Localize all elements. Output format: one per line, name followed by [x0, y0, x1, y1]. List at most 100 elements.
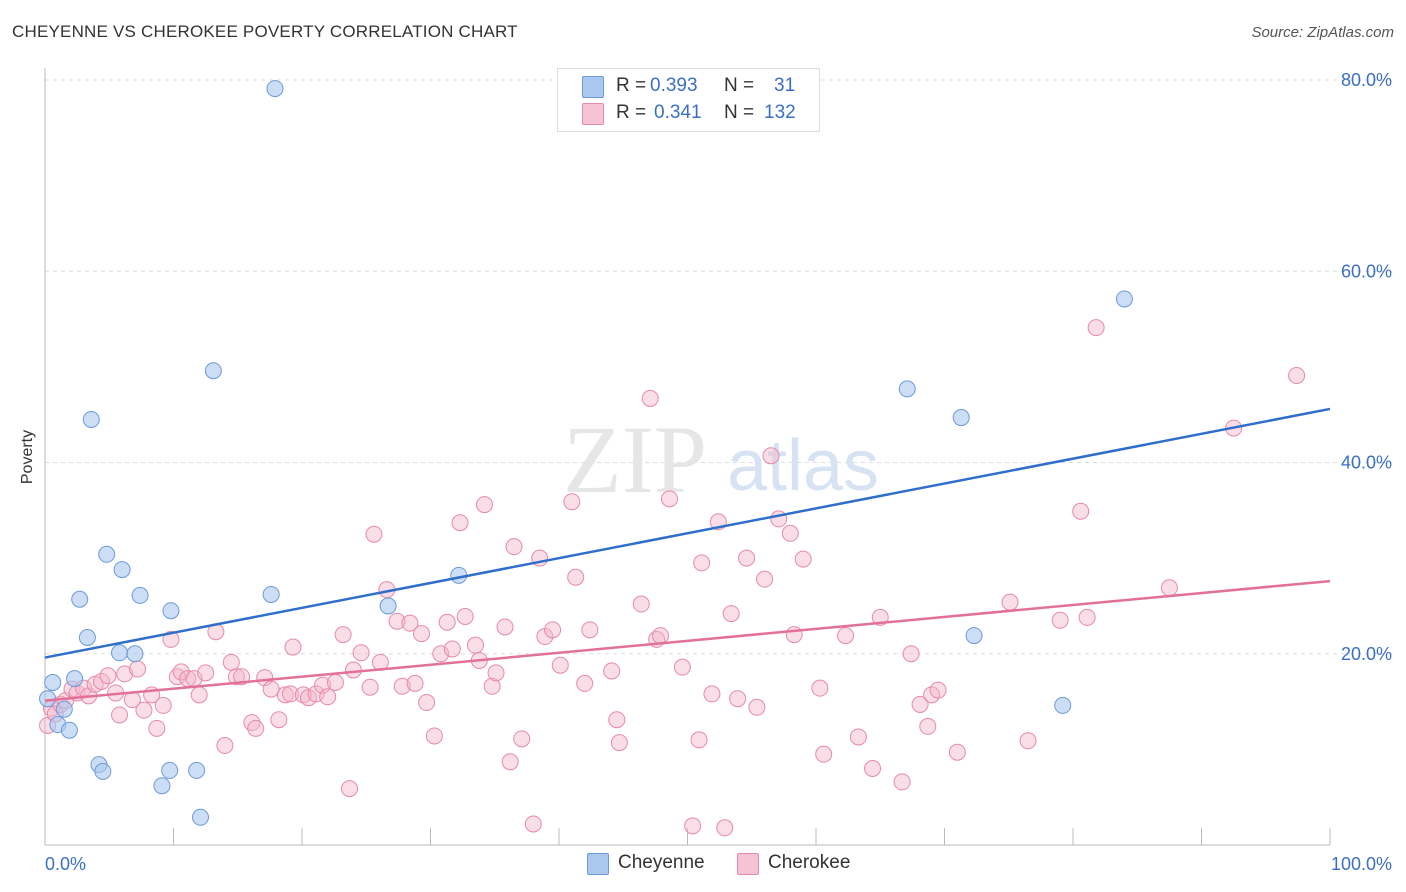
cherokee-point: [281, 685, 299, 703]
cherokee-point: [443, 640, 461, 658]
cherokee-point: [319, 688, 337, 706]
cheyenne-swatch: [587, 853, 609, 875]
cheyenne-point: [191, 808, 209, 826]
watermark-zip: ZIP: [563, 406, 707, 513]
cherokee-point: [341, 780, 359, 798]
cheyenne-point: [153, 777, 171, 795]
cherokee-point: [581, 621, 599, 639]
n-value: 132: [764, 102, 796, 123]
cheyenne-point: [262, 585, 280, 603]
cherokee-point: [722, 605, 740, 623]
y-tick-labels: 20.0% 40.0% 60.0% 80.0%: [1341, 70, 1392, 664]
cherokee-point: [406, 674, 424, 692]
y-tick-label: 80.0%: [1341, 70, 1392, 90]
cherokee-point: [1051, 611, 1069, 629]
cherokee-point: [129, 660, 147, 678]
cherokee-point: [544, 621, 562, 639]
cheyenne-swatch: [582, 76, 604, 98]
cherokee-point: [352, 644, 370, 662]
cheyenne-trendline: [44, 407, 1331, 659]
cheyenne-point: [952, 409, 970, 427]
cherokee-point: [551, 656, 569, 674]
n-value: 31: [774, 75, 796, 96]
cherokee-point: [334, 626, 352, 644]
legend-label: Cheyenne: [618, 852, 705, 873]
cherokee-point: [326, 673, 344, 691]
cherokee-point: [567, 568, 585, 586]
cherokee-point: [1160, 579, 1178, 597]
cherokee-point: [501, 753, 519, 771]
cherokee-point: [1087, 319, 1105, 337]
cherokee-point: [227, 668, 245, 686]
cherokee-point: [785, 626, 803, 644]
cherokee-point: [496, 618, 514, 636]
cherokee-point: [929, 681, 947, 699]
y-tick-label: 60.0%: [1341, 261, 1392, 281]
cherokee-point: [603, 662, 621, 680]
x-ticks: [44, 828, 1331, 845]
cheyenne-point: [266, 80, 284, 98]
cheyenne-point: [126, 645, 144, 663]
series-cherokee: [39, 319, 1306, 837]
cherokee-point: [919, 717, 937, 735]
cherokee-point: [284, 638, 302, 656]
legend-label: Cherokee: [768, 852, 851, 873]
cherokee-point: [162, 630, 180, 648]
source-note: Source: ZipAtlas.com: [1251, 24, 1394, 41]
cherokee-point: [222, 653, 240, 671]
cherokee-point: [911, 695, 929, 713]
cherokee-point: [93, 672, 111, 690]
cherokee-point: [216, 737, 234, 755]
cherokee-point: [388, 612, 406, 630]
cherokee-point: [641, 389, 659, 407]
cheyenne-point: [44, 673, 62, 691]
cherokee-point: [154, 696, 172, 714]
cherokee-point: [576, 674, 594, 692]
cherokee-swatch: [737, 853, 759, 875]
trendlines: [44, 407, 1331, 702]
cherokee-point: [632, 595, 650, 613]
cherokee-point: [247, 719, 265, 737]
cheyenne-point: [204, 362, 222, 380]
cherokee-point: [262, 680, 280, 698]
cherokee-point: [365, 525, 383, 543]
cheyenne-point: [98, 545, 116, 563]
cherokee-point: [748, 698, 766, 716]
cherokee-point: [563, 493, 581, 511]
cherokee-point: [762, 447, 780, 465]
cherokee-point: [849, 728, 867, 746]
cheyenne-point: [1054, 696, 1072, 714]
cherokee-point: [893, 773, 911, 791]
cherokee-point: [811, 679, 829, 697]
cherokee-point: [475, 496, 493, 514]
cherokee-point: [693, 554, 711, 572]
cheyenne-point: [113, 561, 131, 579]
cherokee-point: [738, 549, 756, 567]
cherokee-point: [483, 677, 501, 695]
y-tick-label: 20.0%: [1341, 644, 1392, 664]
n-label: N =: [724, 102, 755, 123]
cherokee-point: [1072, 502, 1090, 520]
cherokee-point: [344, 661, 362, 679]
cherokee-point: [418, 694, 436, 712]
cherokee-point: [148, 719, 166, 737]
r-value: 0.341: [654, 102, 702, 123]
cherokee-point: [608, 711, 626, 729]
cherokee-point: [505, 538, 523, 556]
cherokee-point: [610, 734, 628, 752]
cheyenne-point: [898, 380, 916, 398]
cherokee-point: [756, 570, 774, 588]
cheyenne-point: [60, 721, 78, 739]
r-label: R =: [616, 75, 647, 96]
cherokee-point: [729, 690, 747, 708]
x-tick-label: 100.0%: [1331, 854, 1392, 874]
cherokee-point: [902, 645, 920, 663]
cherokee-point: [673, 658, 691, 676]
cheyenne-point: [162, 602, 180, 620]
cherokee-point: [815, 745, 833, 763]
y-tick-label: 40.0%: [1341, 453, 1392, 473]
watermark: ZIP atlas: [563, 406, 879, 513]
gridlines: [45, 79, 1392, 655]
cheyenne-point: [1115, 290, 1133, 308]
